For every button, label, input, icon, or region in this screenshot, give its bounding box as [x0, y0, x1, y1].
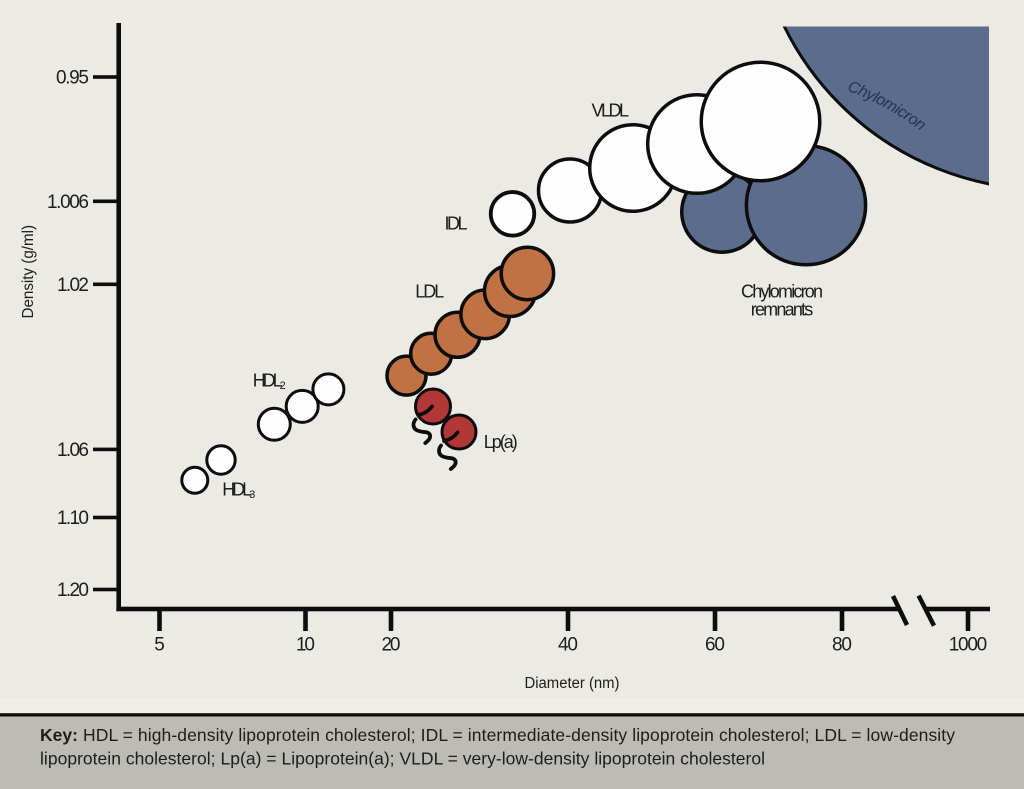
svg-text:Density (g/ml): Density (g/ml) [20, 225, 37, 319]
svg-text:HDL3: HDL3 [222, 480, 255, 502]
svg-text:Chylomicron: Chylomicron [741, 282, 823, 302]
svg-text:10: 10 [296, 635, 315, 656]
svg-text:1.06: 1.06 [57, 440, 89, 461]
svg-text:20: 20 [382, 635, 401, 656]
svg-text:1000: 1000 [949, 635, 988, 656]
svg-text:1.10: 1.10 [57, 508, 89, 529]
svg-text:VLDL: VLDL [592, 100, 630, 120]
svg-text:60: 60 [705, 635, 725, 656]
svg-text:0.95: 0.95 [56, 68, 89, 89]
svg-text:Key:: Key: [40, 725, 78, 745]
svg-text:HDL2: HDL2 [253, 371, 286, 393]
svg-text:HDL = high-density lipoprotein: HDL = high-density lipoprotein cholester… [83, 725, 955, 745]
svg-text:1.02: 1.02 [57, 275, 89, 296]
svg-text:1.20: 1.20 [57, 580, 89, 601]
svg-text:40: 40 [558, 635, 578, 656]
svg-text:lipoprotein cholesterol; Lp(a): lipoprotein cholesterol; Lp(a) = Lipopro… [40, 748, 765, 768]
svg-text:IDL: IDL [445, 214, 468, 234]
svg-text:Diameter (nm): Diameter (nm) [525, 675, 620, 692]
svg-text:remnants: remnants [751, 300, 814, 320]
svg-text:80: 80 [832, 635, 852, 656]
svg-text:5: 5 [154, 635, 165, 656]
svg-text:Lp(a): Lp(a) [484, 432, 518, 452]
svg-text:LDL: LDL [415, 282, 444, 302]
svg-text:1.006: 1.006 [47, 192, 89, 213]
